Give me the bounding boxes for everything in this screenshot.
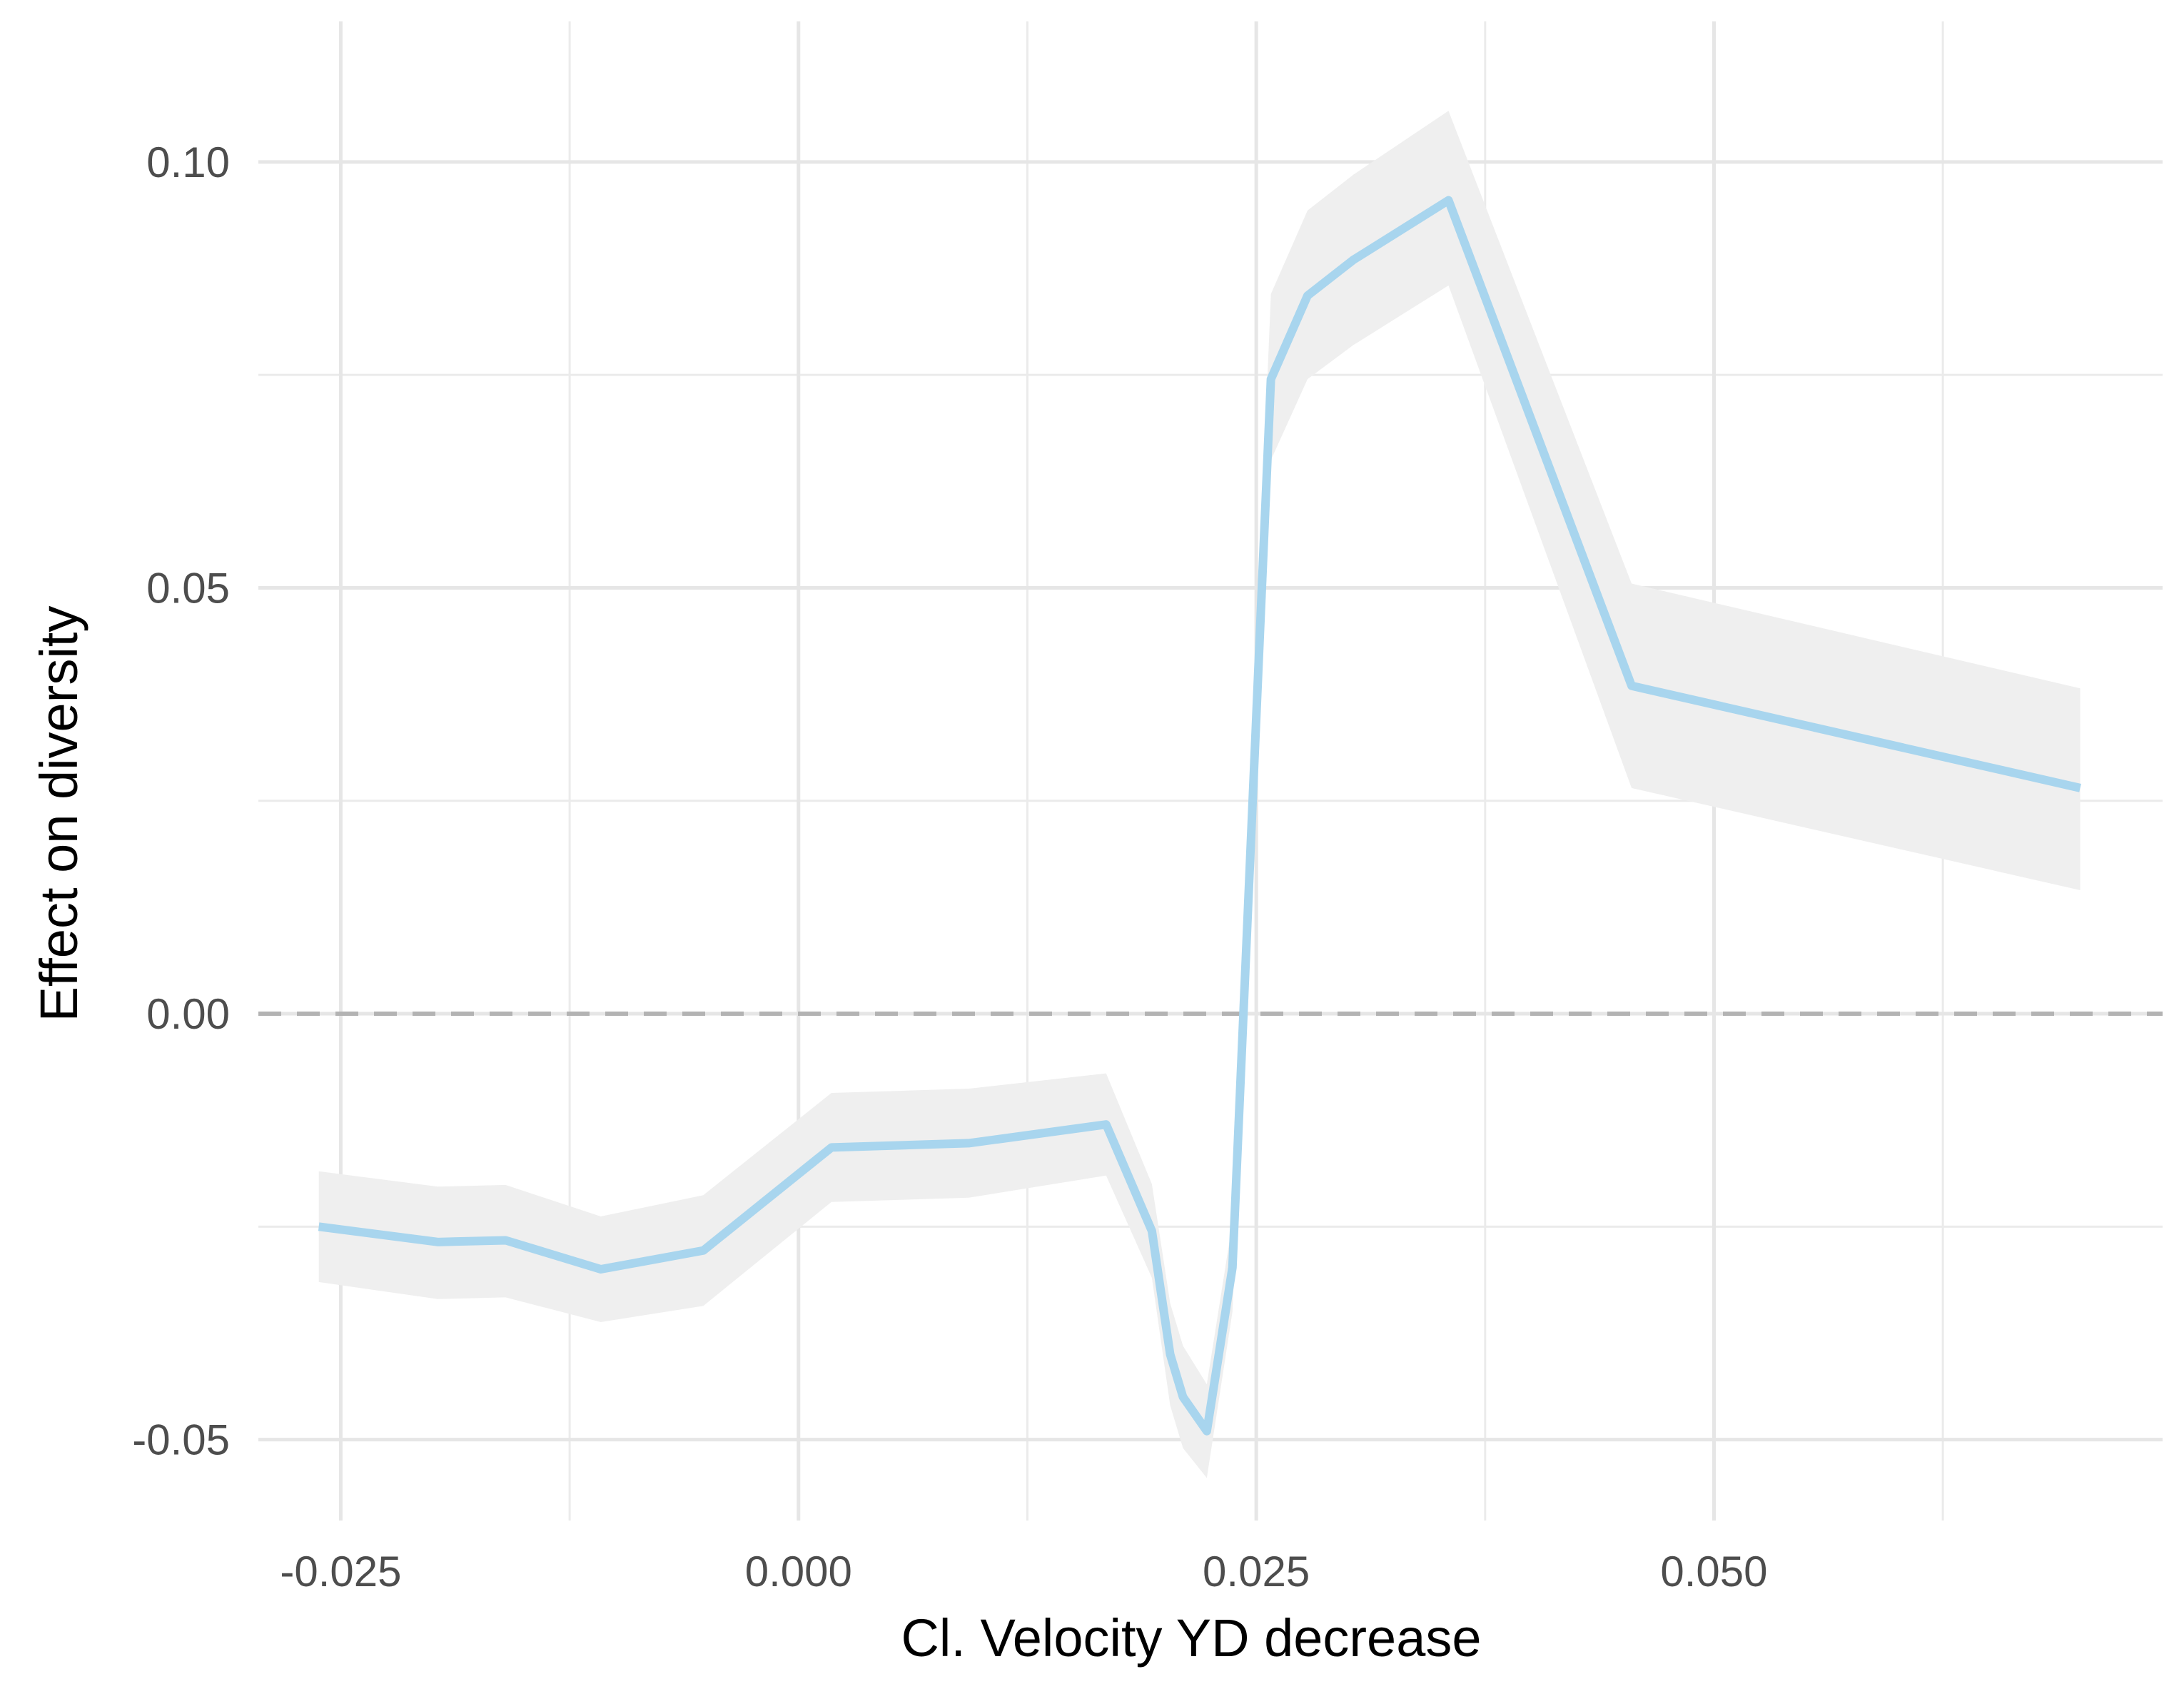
series-line [318, 196, 2081, 1436]
series-lines [318, 196, 2081, 1436]
x-tick-label: 0.000 [745, 1548, 852, 1595]
y-tick-label: -0.05 [132, 1416, 230, 1464]
confidence-bands [318, 111, 2081, 1478]
y-tick-label: 0.05 [146, 564, 230, 612]
y-tick-label: 0.00 [146, 990, 230, 1038]
x-tick-label: 0.025 [1203, 1548, 1310, 1595]
y-tick-label: 0.10 [146, 138, 230, 186]
x-tick-label: 0.050 [1660, 1548, 1767, 1595]
x-axis-title: Cl. Velocity YD decrease [901, 1608, 1481, 1668]
confidence-band [318, 111, 2081, 1478]
y-axis-ticks: -0.05 0.00 0.05 0.10 [132, 138, 230, 1464]
x-tick-label: -0.025 [280, 1548, 401, 1595]
x-axis-ticks: -0.025 0.000 0.025 0.050 [280, 1548, 1767, 1595]
y-axis-title: Effect on diversity [29, 606, 89, 1022]
